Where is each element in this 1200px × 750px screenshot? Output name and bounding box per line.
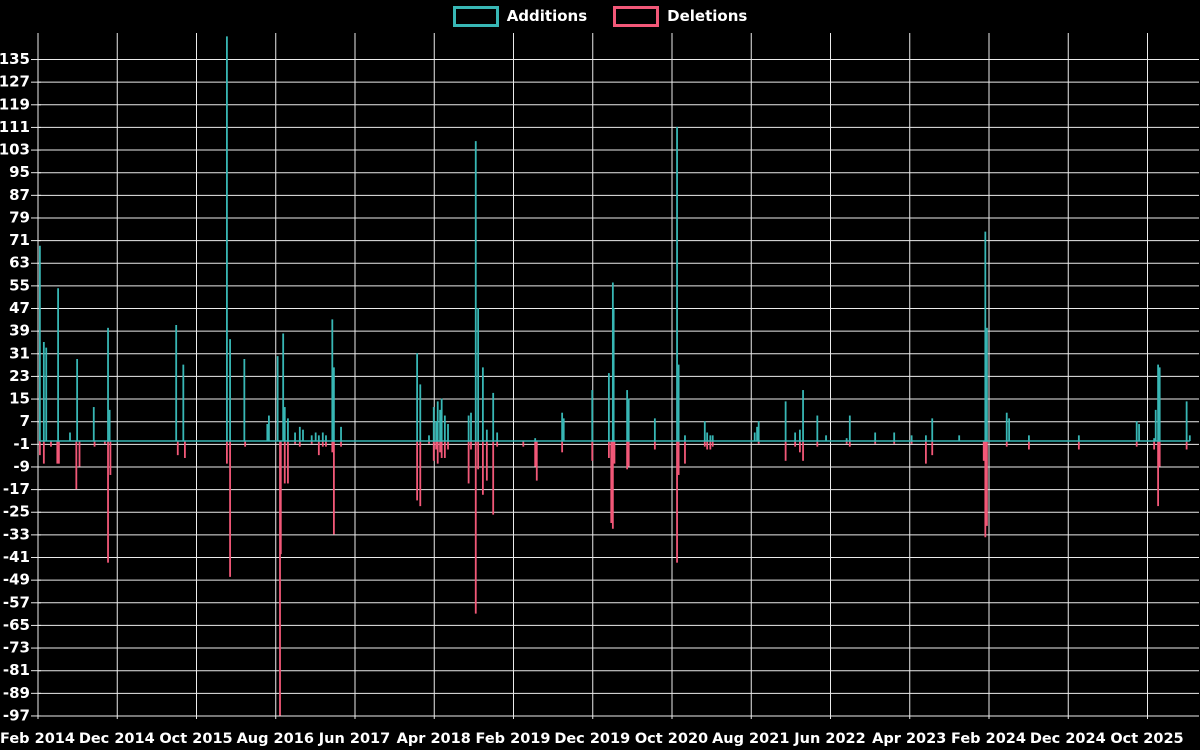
y-tick-label: -57 (3, 593, 30, 611)
y-tick-label: 79 (9, 208, 30, 226)
y-tick-label: 103 (0, 141, 30, 159)
y-tick-label: -97 (3, 706, 30, 724)
y-tick-label: -33 (3, 525, 30, 543)
y-tick-label: 119 (0, 95, 30, 113)
legend-item-additions: Additions (452, 6, 588, 27)
y-tick-label: 31 (9, 344, 30, 362)
y-tick-label: 23 (9, 367, 30, 385)
y-tick-label: -17 (3, 480, 30, 498)
y-tick-label: 15 (9, 390, 30, 408)
y-tick-label: 55 (9, 276, 30, 294)
x-tick-label: Dec 2014 (79, 731, 155, 747)
y-tick-label: -89 (3, 684, 30, 702)
x-tick-label: Aug 2016 (237, 731, 314, 747)
y-tick-label: -1 (13, 435, 30, 453)
y-tick-label: 47 (9, 299, 30, 317)
x-tick-label: Apr 2023 (872, 731, 946, 747)
y-tick-label: 71 (9, 231, 30, 249)
y-tick-label: 87 (9, 186, 30, 204)
legend-item-deletions: Deletions (613, 6, 747, 27)
x-tick-label: Oct 2020 (635, 731, 708, 747)
y-tick-label: -73 (3, 639, 30, 657)
deletions-swatch-icon (613, 6, 660, 27)
x-tick-label: Dec 2024 (1030, 731, 1106, 747)
axis-labels: 135 127 119 111 103 95 87 79 71 63 55 47 39 31 23 15 7 -1… (0, 50, 1184, 747)
gridlines (31, 33, 1199, 719)
x-tick-label: Jun 2022 (793, 731, 865, 747)
y-tick-label: 127 (0, 73, 30, 91)
x-tick-label: Feb 2014 (0, 731, 75, 747)
legend-label-deletions: Deletions (667, 7, 748, 25)
y-tick-label: 7 (20, 412, 30, 430)
y-tick-label: -41 (3, 548, 30, 566)
chart-legend: Additions Deletions (0, 6, 1200, 27)
y-tick-label: 135 (0, 50, 30, 68)
x-tick-label: Feb 2024 (951, 731, 1026, 747)
x-tick-label: Aug 2021 (712, 731, 789, 747)
y-tick-label: 63 (9, 254, 30, 272)
x-tick-label: Dec 2019 (554, 731, 630, 747)
y-tick-label: 95 (9, 163, 30, 181)
x-tick-label: Apr 2018 (397, 731, 471, 747)
y-tick-label: 39 (9, 322, 30, 340)
x-tick-label: Feb 2019 (476, 731, 551, 747)
legend-label-additions: Additions (506, 7, 588, 25)
x-tick-label: Oct 2015 (159, 731, 232, 747)
y-tick-label: -49 (3, 571, 30, 589)
y-tick-label: 111 (0, 118, 30, 136)
y-tick-label: -81 (3, 661, 30, 679)
series-additions (38, 36, 1191, 441)
y-tick-label: -65 (3, 616, 30, 634)
additions-swatch-icon (452, 6, 499, 27)
series-deletions (38, 441, 1188, 716)
y-tick-label: -25 (3, 503, 30, 521)
x-tick-label: Oct 2025 (1110, 731, 1183, 747)
y-tick-label: -9 (13, 457, 30, 475)
x-tick-label: Jun 2017 (318, 731, 390, 747)
